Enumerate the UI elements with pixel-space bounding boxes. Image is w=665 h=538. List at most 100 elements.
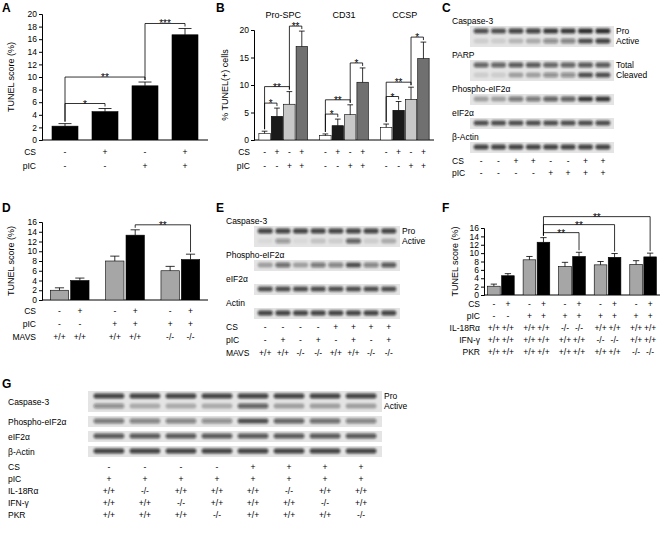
condition-label: pIC [452,168,465,178]
tick-mark [39,27,42,28]
condition-label: CS [452,156,464,166]
blot-band [526,29,541,34]
blot-band [561,73,576,78]
blot-row-label: Phospho-eIF2α [452,84,510,94]
tick-label: 2 [32,123,37,133]
tick-mark [481,236,484,237]
condition-value: -/- [575,323,583,333]
tick-mark [39,90,42,91]
y-axis-title: TUNEL score (%) [6,226,16,296]
error-bar [299,31,305,46]
tick: 15 [240,53,254,63]
blot-band [364,239,379,244]
blot-band [202,404,233,409]
tick: 12 [28,60,42,70]
tick-mark [39,115,42,116]
error-bar [186,254,195,259]
blot-strip [88,431,382,442]
blot-band [346,434,377,439]
bar [284,104,295,140]
condition-value: +/+ [103,486,115,496]
condition-value: - [64,161,67,171]
condition-value: - [299,322,302,332]
blot-row-label: β-Actin [452,132,479,142]
condition-value: +/+ [103,498,115,508]
bar [418,59,429,140]
blot-band [543,145,558,150]
axis-line [251,31,255,141]
blot-band [293,239,308,244]
blot-band [381,311,396,316]
tick-mark [39,102,42,103]
condition-value: +/+ [283,510,295,520]
condition-value: + [323,474,328,484]
bar [488,286,501,295]
condition-value: +/+ [573,347,585,357]
blot-band [595,97,610,102]
blot-band [275,263,290,268]
blot-band [491,145,506,150]
condition-value: - [349,147,352,157]
condition-label: pIC [23,161,36,171]
tick-mark [251,58,254,59]
condition-value: + [316,335,321,345]
blot-band [578,63,593,68]
condition-value: - [564,299,567,309]
blot-band [578,97,593,102]
blot-panel: GProActiveCaspase-3Phospho-eIF2αeIF2αβ-A… [2,377,407,520]
blot-strip [88,416,382,427]
tick-label: 2 [32,285,37,295]
condition-label: pIC [237,161,250,171]
condition-label: CS [24,306,36,316]
condition-label: pIC [226,335,239,345]
condition-value: - [480,156,483,166]
tick-mark [481,253,484,254]
condition-value: + [299,161,304,171]
condition-value: - [263,147,266,157]
blot-band [381,287,396,292]
condition-value: - [281,322,284,332]
significance-label: ** [593,212,601,223]
condition-value: +/+ [630,335,642,345]
condition-value: - [528,299,531,309]
condition-value: + [112,319,117,329]
bar [320,136,331,140]
condition-value: -/- [285,486,293,496]
tick: 20 [28,9,42,19]
tick-label: 16 [470,223,480,233]
condition-value: + [280,335,285,345]
condition-value: + [299,147,304,157]
condition-value: + [386,322,391,332]
tick: 6 [32,97,42,107]
blot-band [328,229,343,234]
condition-value: + [421,147,426,157]
condition-value: + [396,147,401,157]
error-bar [59,124,72,127]
blot-strip [470,142,614,153]
condition-value: - [397,161,400,171]
condition-value: + [598,311,603,321]
error-bar [179,28,192,34]
y-axis-title: TUNEL score (%) [6,42,16,112]
condition-value: - [144,462,147,472]
condition-value: +/+ [330,348,342,358]
y-axis-title: TUNEL score (%) [450,226,460,296]
blot-band [166,449,197,454]
blot-row-label: Phospho-eIF2α [8,417,66,427]
condition-value: - [317,322,320,332]
axis-line [481,229,485,296]
bar [344,115,355,140]
condition-value: - [635,299,638,309]
blot-band [543,39,558,44]
condition-value: - [567,156,570,166]
tick-mark [39,271,42,272]
blot-band [578,29,593,34]
condition-value: - [599,299,602,309]
condition-label: IFN-γ [8,498,30,508]
bar [126,235,144,300]
tick-mark [39,39,42,40]
tick-mark [39,242,42,243]
condition-value: +/+ [247,486,259,496]
blot-band [275,311,290,316]
tick: 16 [470,223,484,233]
